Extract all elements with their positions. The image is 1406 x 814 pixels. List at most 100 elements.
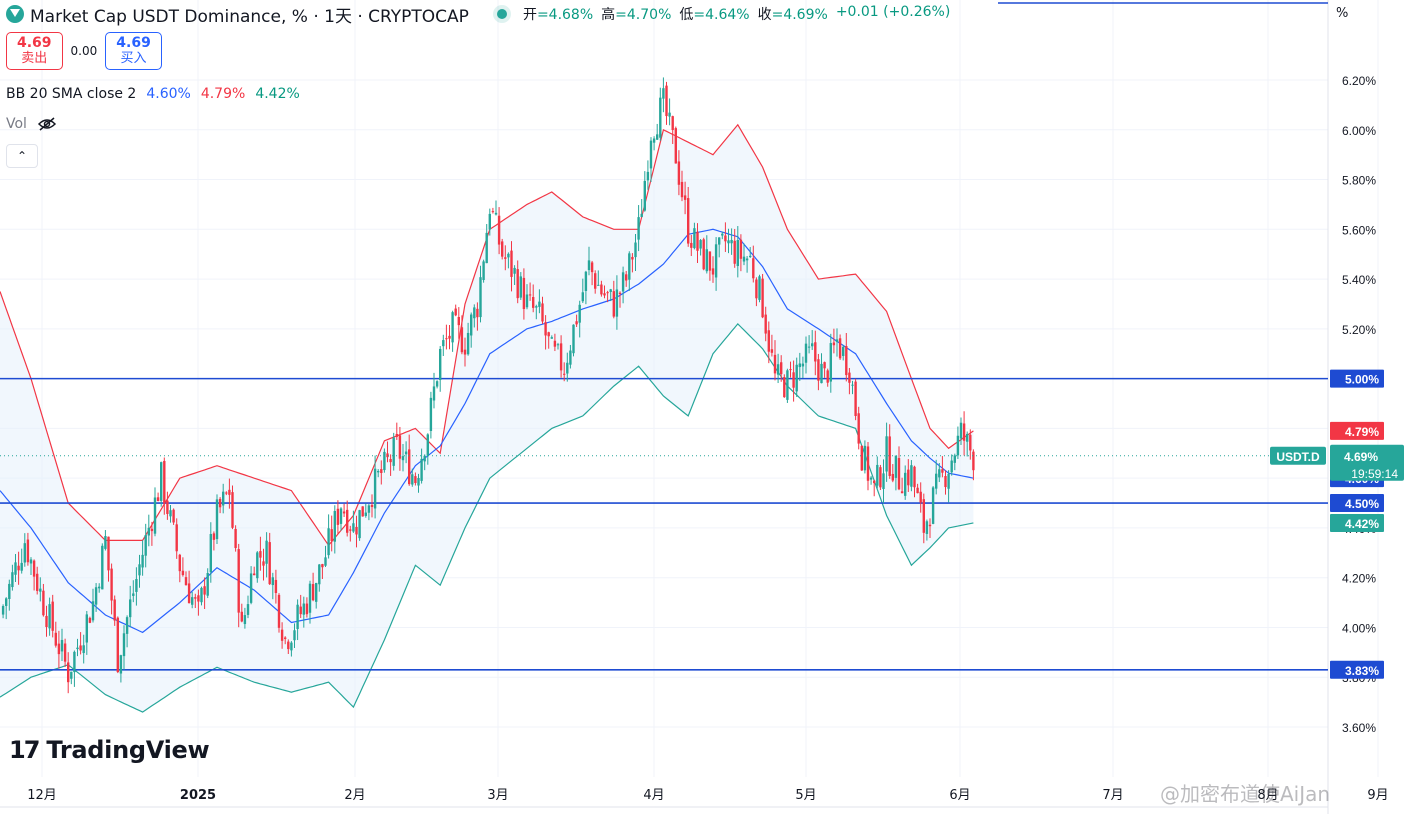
- candle-body: [767, 330, 770, 352]
- candle-body: [212, 533, 216, 540]
- bollinger-band-fill: [0, 124, 974, 713]
- tradingview-logo[interactable]: 17 TradingView: [9, 736, 210, 764]
- y-tick-label: 5.60%: [1342, 223, 1376, 237]
- collapse-legend-button[interactable]: ⌃: [6, 144, 38, 168]
- candle-body: [876, 464, 879, 486]
- candle-body: [206, 573, 209, 596]
- candle-body: [36, 573, 39, 591]
- candle-body: [200, 587, 203, 603]
- eye-hidden-icon[interactable]: [37, 116, 57, 132]
- last-price-box: [1330, 444, 1404, 481]
- candle-body: [776, 364, 780, 375]
- x-tick-label: 9月: [1367, 788, 1388, 803]
- candle-body: [869, 477, 873, 480]
- candle-body: [330, 529, 333, 542]
- candle-body: [721, 233, 724, 236]
- bollinger-legend[interactable]: BB 20 SMA close 2 4.60% 4.79% 4.42%: [6, 86, 300, 102]
- candle-body: [600, 284, 603, 295]
- candle-body: [510, 250, 513, 277]
- candle-body: [671, 116, 674, 131]
- candle-body: [194, 597, 197, 599]
- candle-body: [578, 304, 581, 323]
- x-tick-label: 6月: [949, 788, 970, 803]
- x-tick-label: 7月: [1102, 788, 1123, 803]
- candle-body: [132, 593, 135, 596]
- price-label-text: 3.83%: [1345, 664, 1379, 678]
- y-tick-label: 5.20%: [1342, 323, 1376, 337]
- candle-body: [104, 536, 107, 549]
- candle-body: [516, 269, 519, 299]
- candle-body: [383, 451, 386, 471]
- candle-body: [274, 579, 278, 594]
- candle-body: [792, 372, 795, 388]
- candle-body: [718, 237, 721, 245]
- candle-body: [197, 595, 200, 602]
- candle-body: [724, 235, 727, 242]
- candle-body: [842, 346, 845, 356]
- percent-scale-icon[interactable]: %: [1336, 6, 1349, 21]
- candle-body: [919, 491, 922, 503]
- candle-body: [358, 510, 361, 539]
- candle-body: [408, 449, 411, 485]
- candle-body: [612, 291, 615, 317]
- candle-body: [355, 526, 358, 535]
- sell-button[interactable]: 4.69 卖出: [6, 32, 63, 70]
- candle-body: [702, 239, 705, 270]
- candle-body: [361, 506, 364, 517]
- candle-body: [290, 642, 293, 651]
- candle-body: [45, 615, 48, 628]
- candle-body: [8, 583, 11, 599]
- candle-body: [594, 273, 597, 289]
- candle-body: [178, 554, 181, 572]
- symbol-title[interactable]: Market Cap USDT Dominance, % · 1天 · CRYP…: [30, 6, 469, 27]
- candle-body: [786, 370, 789, 400]
- ohlc-high: 高=4.70%: [601, 7, 672, 23]
- candle-body: [445, 338, 448, 340]
- candle-body: [752, 258, 755, 279]
- candle-body: [259, 551, 262, 558]
- candle-body: [916, 487, 919, 494]
- bb-basis-line: [0, 228, 974, 634]
- candle-body: [922, 499, 925, 533]
- buy-button[interactable]: 4.69 买入: [105, 32, 162, 70]
- candle-body: [249, 573, 253, 603]
- volume-legend[interactable]: Vol: [6, 116, 57, 132]
- candle-body: [411, 474, 414, 485]
- market-status-icon[interactable]: [496, 9, 507, 19]
- candle-body: [48, 604, 51, 629]
- candle-body: [798, 363, 801, 368]
- candle-body: [637, 217, 640, 240]
- candle-body: [141, 554, 144, 568]
- candle-body: [88, 617, 92, 623]
- candle-body: [222, 491, 225, 506]
- y-tick-label: 6.20%: [1342, 74, 1376, 88]
- candle-body: [928, 524, 932, 527]
- candle-body: [423, 455, 426, 462]
- candle-body: [463, 349, 467, 355]
- candle-body: [770, 349, 774, 353]
- candle-body: [618, 292, 622, 294]
- candle-body: [587, 260, 591, 271]
- candle-body: [538, 301, 541, 307]
- x-tick-label: 5月: [795, 788, 816, 803]
- candle-body: [569, 350, 572, 365]
- trade-panel: 4.69 卖出 0.00 4.69 买入: [6, 32, 162, 70]
- candle-body: [271, 577, 274, 586]
- candle-body: [439, 348, 442, 381]
- candle-body: [426, 434, 429, 456]
- candle-body: [144, 535, 147, 556]
- candle-body: [153, 497, 157, 534]
- candle-body: [398, 435, 402, 459]
- candle-body: [318, 564, 321, 585]
- candle-body: [950, 460, 953, 473]
- price-label-box: [1330, 421, 1384, 440]
- candle-body: [218, 498, 222, 508]
- candle-body: [736, 239, 739, 267]
- candle-body: [460, 327, 464, 353]
- countdown-timer: 19:59:14: [1351, 467, 1398, 481]
- candle-body: [234, 528, 237, 548]
- candle-body: [873, 480, 876, 484]
- candle-body: [23, 543, 26, 563]
